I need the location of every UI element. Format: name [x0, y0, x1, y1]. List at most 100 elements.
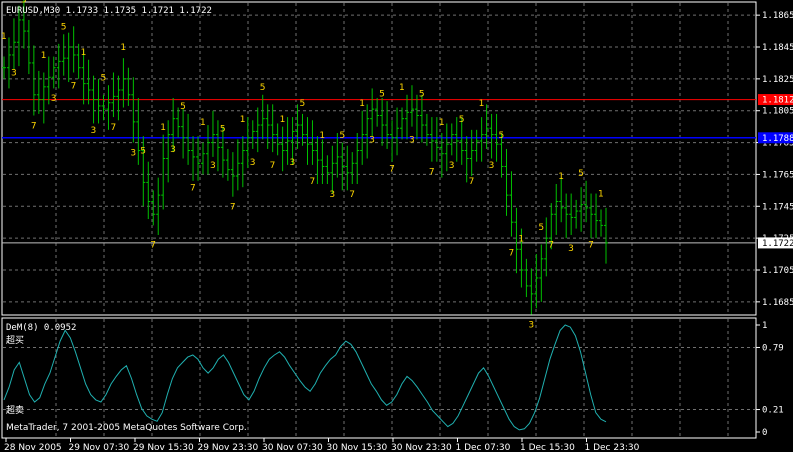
- wave-digit: 1: [359, 99, 365, 109]
- wave-digit: 1: [280, 115, 286, 125]
- wave-digit: 7: [389, 164, 395, 174]
- blue-line-price-box: [758, 132, 793, 144]
- time-tick-label: 29 Nov 23:30: [198, 443, 259, 452]
- price-bar: [439, 133, 444, 178]
- time-axis: 28 Nov 2005 29 Nov 07:30 29 Nov 15:30 29 No…: [4, 438, 640, 452]
- price-bar: [479, 117, 484, 162]
- wave-digit: 1: [439, 118, 445, 128]
- price-bar: [375, 97, 380, 127]
- price-bar: [320, 139, 325, 184]
- price-bar: [539, 244, 544, 302]
- price-bar: [101, 94, 106, 121]
- price-bar: [235, 139, 240, 191]
- price-bar: [171, 97, 176, 153]
- wave-digit: 5: [339, 131, 345, 141]
- price-bar: [494, 113, 499, 162]
- price-bar: [395, 107, 400, 156]
- price-bar: [300, 113, 305, 146]
- price-tick-label: 1.1805: [762, 107, 793, 117]
- wave-digit: 7: [508, 249, 514, 259]
- price-bar: [599, 209, 604, 237]
- price-bar: [524, 258, 529, 298]
- price-bar: [240, 136, 245, 188]
- price-bar: [385, 101, 390, 149]
- price-bar: [310, 120, 315, 165]
- price-bar: [594, 193, 599, 239]
- price-bar: [589, 193, 594, 239]
- wave-digit: 3: [11, 69, 17, 79]
- price-bar: [519, 228, 524, 288]
- wave-digit: 3: [369, 136, 375, 146]
- price-bar: [260, 94, 265, 140]
- indicator-tick-label: 1: [762, 321, 767, 331]
- price-bar: [6, 37, 11, 89]
- indicator-panel-frame: [1, 317, 757, 439]
- wave-digit: 5: [578, 169, 584, 179]
- price-bar: [245, 117, 250, 169]
- price-bar: [404, 94, 409, 140]
- wave-digit: 7: [349, 190, 355, 200]
- price-bar: [215, 120, 220, 172]
- time-tick-label: 1 Dec 23:30: [585, 443, 640, 452]
- price-bar: [31, 45, 36, 116]
- price-bar: [151, 190, 156, 226]
- price-bar: [295, 104, 300, 149]
- current-price-label: 1.1722: [762, 239, 793, 249]
- price-bar: [116, 75, 121, 121]
- current-price-box: [758, 237, 793, 249]
- wave-digit: 1: [518, 234, 524, 244]
- wave-digit: 1: [558, 172, 564, 182]
- price-tick-label: 1.1685: [762, 298, 793, 308]
- price-bar: [2, 56, 6, 79]
- wave-digit: 1: [160, 123, 166, 133]
- price-bar: [419, 94, 424, 143]
- price-bar: [414, 94, 419, 140]
- price-bar: [265, 104, 270, 149]
- price-bar: [534, 254, 539, 309]
- price-bar: [350, 152, 355, 184]
- main-grid: [3, 3, 755, 314]
- price-tick-label: 1.1785: [762, 139, 793, 149]
- price-bar: [469, 129, 474, 177]
- price-bar: [579, 187, 584, 232]
- wave-digit: 3: [250, 158, 256, 168]
- wave-digit: 3: [449, 161, 455, 171]
- price-bar: [255, 107, 260, 153]
- price-bar: [355, 133, 360, 184]
- indicator-scale: 1 0.79 0.21 0: [756, 321, 784, 438]
- price-tick-label: 1.1865: [762, 11, 793, 21]
- price-bar: [201, 142, 206, 175]
- wave-digit: 7: [230, 203, 236, 213]
- wave-digit: 3: [409, 136, 415, 146]
- price-bar: [275, 123, 280, 156]
- wave-digit: 5: [419, 89, 425, 99]
- price-bar: [210, 110, 215, 157]
- time-tick-label: 30 Nov 23:30: [391, 443, 452, 452]
- price-bar: [220, 126, 225, 178]
- wave-digit: 1: [120, 43, 126, 53]
- price-bar: [554, 183, 559, 235]
- price-bar: [126, 67, 131, 106]
- price-bar: [459, 117, 464, 165]
- price-bar: [604, 207, 608, 264]
- price-bar: [449, 123, 454, 156]
- wave-digit: 7: [548, 241, 554, 251]
- price-bar: [161, 134, 166, 210]
- price-bar: [429, 117, 434, 162]
- price-bar: [96, 78, 101, 124]
- wave-digit: 7: [150, 241, 156, 251]
- price-bar: [509, 171, 514, 237]
- blue-line-price-label: 1.1788: [762, 134, 793, 144]
- copyright-text: MetaTrader, 7 2001-2005 MetaQuotes Softw…: [6, 423, 247, 433]
- price-bar: [330, 145, 335, 194]
- wave-digit: 1: [200, 118, 206, 128]
- wave-digit: 5: [220, 124, 226, 134]
- indicator-header: DeM(8) 0.0952: [6, 323, 76, 333]
- price-bar: [111, 72, 116, 118]
- wave-digit: 7: [190, 183, 196, 193]
- price-tick-label: 1.1745: [762, 202, 793, 212]
- price-bar: [285, 117, 290, 165]
- wave-digit: 1: [1, 32, 7, 42]
